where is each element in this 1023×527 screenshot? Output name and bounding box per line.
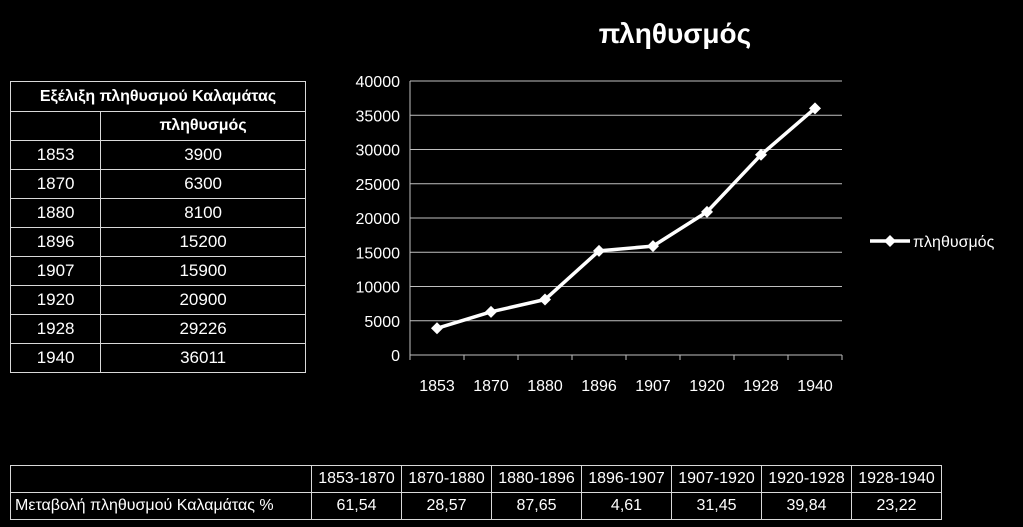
population-table-title: Εξέλιξη πληθυσμού Καλαμάτας	[10, 81, 306, 112]
population-cell: 29226	[100, 314, 306, 344]
table-row: 1940 36011	[9, 343, 306, 373]
period-cell: 1880-1896	[491, 465, 582, 493]
table-row: 1853 3900	[9, 140, 306, 170]
table-row: 1928 29226	[9, 314, 306, 344]
x-tick-label: 1896	[581, 378, 617, 395]
change-value-cell: 4,61	[581, 492, 672, 520]
change-table-corner	[10, 465, 312, 493]
x-tick-label: 1870	[473, 378, 509, 395]
y-tick-label: 25000	[356, 177, 401, 194]
change-value-cell: 61,54	[311, 492, 402, 520]
data-point	[593, 244, 605, 257]
population-cell: 8100	[100, 198, 306, 228]
table-row: 1870 6300	[9, 169, 306, 199]
y-tick-label: 30000	[356, 143, 401, 160]
data-point	[755, 148, 767, 161]
table-row: 1920 20900	[9, 285, 306, 315]
period-cell: 1870-1880	[401, 465, 492, 493]
change-value-cell: 87,65	[491, 492, 582, 520]
y-tick-label: 15000	[356, 245, 401, 262]
year-cell: 1896	[9, 227, 102, 257]
change-value-cell: 23,22	[851, 492, 942, 520]
data-point	[485, 305, 497, 318]
y-tick-label: 35000	[356, 108, 401, 125]
x-tick-label: 1940	[797, 378, 833, 395]
population-cell: 6300	[100, 169, 306, 199]
table-row: 1907 15900	[9, 256, 306, 286]
year-cell: 1920	[9, 285, 102, 315]
period-cell: 1896-1907	[581, 465, 672, 493]
y-tick-label: 20000	[356, 211, 401, 228]
year-cell: 1853	[9, 140, 102, 170]
period-cell: 1907-1920	[671, 465, 762, 493]
x-tick-label: 1920	[689, 378, 725, 395]
population-cell: 3900	[100, 140, 306, 170]
population-table: Εξέλιξη πληθυσμού Καλαμάτας πληθυσμός 18…	[9, 81, 306, 373]
period-cell: 1853-1870	[311, 465, 402, 493]
population-cell: 15200	[100, 227, 306, 257]
year-cell: 1907	[9, 256, 102, 286]
data-point	[539, 293, 551, 306]
data-point	[431, 322, 443, 335]
data-point	[647, 240, 659, 253]
table-header-empty	[9, 111, 102, 141]
x-tick-label: 1928	[743, 378, 779, 395]
year-cell: 1880	[9, 198, 102, 228]
chart-title: πληθυσμός	[598, 18, 752, 49]
x-tick-label: 1853	[419, 378, 455, 395]
legend-marker	[884, 235, 896, 247]
table-row: Μεταβολή πληθυσμού Καλαμάτας % 61,54 28,…	[10, 492, 942, 520]
change-value-cell: 39,84	[761, 492, 852, 520]
change-row-label: Μεταβολή πληθυσμού Καλαμάτας %	[10, 492, 312, 520]
x-tick-label: 1880	[527, 378, 563, 395]
population-cell: 15900	[100, 256, 306, 286]
legend-label: πληθυσμός	[913, 234, 995, 251]
population-cell: 20900	[100, 285, 306, 315]
change-value-cell: 28,57	[401, 492, 492, 520]
data-point	[809, 102, 821, 115]
x-tick-label: 1907	[635, 378, 671, 395]
year-cell: 1870	[9, 169, 102, 199]
year-cell: 1940	[9, 343, 102, 373]
change-value-cell: 31,45	[671, 492, 762, 520]
population-cell: 36011	[100, 343, 306, 373]
y-tick-label: 10000	[356, 280, 401, 297]
table-header-population: πληθυσμός	[100, 111, 306, 141]
y-tick-label: 40000	[356, 74, 401, 91]
data-point	[701, 205, 713, 218]
series-line	[436, 106, 817, 330]
change-table: 1853-1870 1870-1880 1880-1896 1896-1907 …	[10, 465, 942, 520]
population-line-chart: 0 5000 10000 15000 20000 25000 30000 35000 40000…	[356, 74, 995, 395]
period-cell: 1920-1928	[761, 465, 852, 493]
table-row: 1880 8100	[9, 198, 306, 228]
y-tick-label: 0	[391, 348, 400, 365]
y-tick-label: 5000	[364, 314, 400, 331]
table-row: 1896 15200	[9, 227, 306, 257]
period-cell: 1928-1940	[851, 465, 942, 493]
year-cell: 1928	[9, 314, 102, 344]
